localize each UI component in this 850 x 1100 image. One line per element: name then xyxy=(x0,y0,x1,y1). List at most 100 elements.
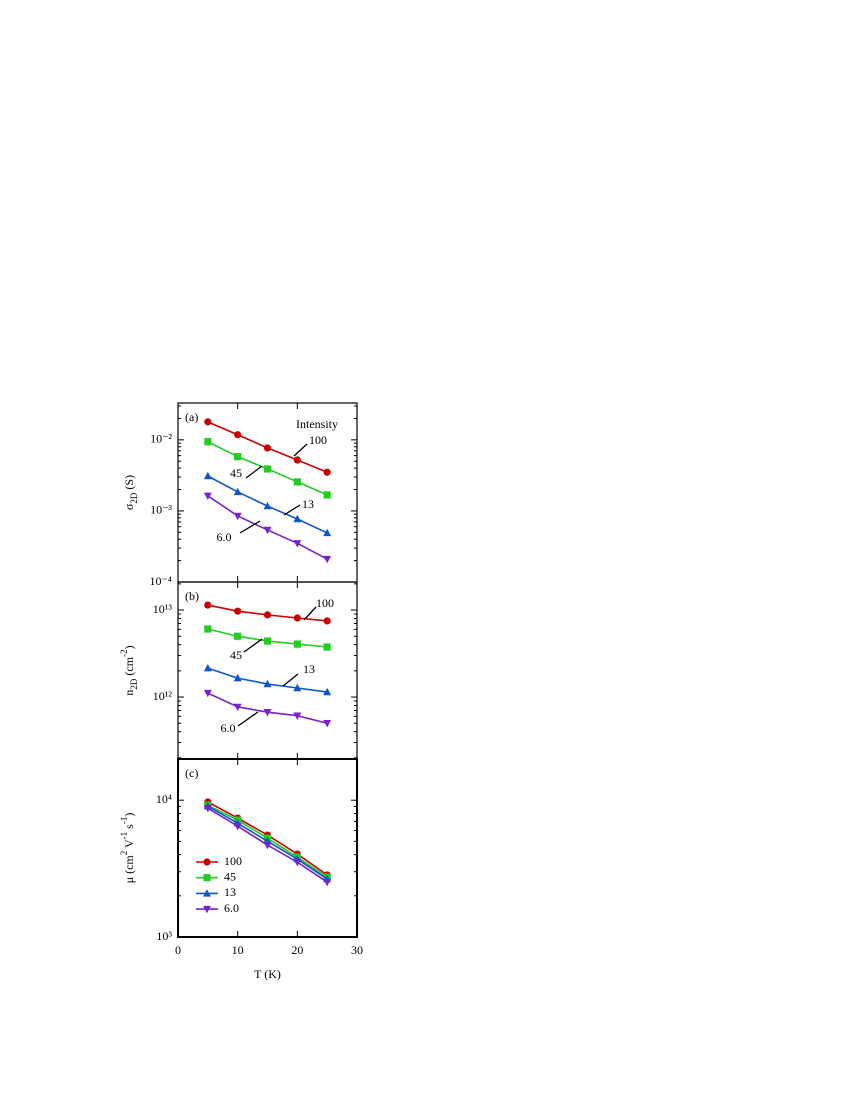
annotation-leader xyxy=(243,638,263,653)
marker xyxy=(233,487,242,496)
series-label: 100 xyxy=(316,596,334,610)
marker xyxy=(323,617,331,625)
marker xyxy=(323,491,331,499)
plot-frame xyxy=(177,758,358,938)
marker xyxy=(323,687,332,696)
annotation-leader xyxy=(303,606,317,621)
marker xyxy=(293,478,301,486)
marker xyxy=(203,804,212,813)
y-label-part: ) xyxy=(122,813,136,817)
series-label: 100 xyxy=(309,433,327,447)
marker xyxy=(203,689,212,698)
y-tick-label: 10¹² xyxy=(153,689,173,703)
series-line xyxy=(207,692,328,725)
y-tick-label: 10³ xyxy=(156,929,172,943)
marker xyxy=(233,703,242,712)
y-label-part: -1 xyxy=(119,817,129,825)
annotation-leader xyxy=(283,504,301,516)
series-label: 6.0 xyxy=(217,530,232,544)
series-label: 13 xyxy=(302,497,314,511)
marker xyxy=(233,512,242,521)
marker xyxy=(263,679,272,688)
x-tick-label: 30 xyxy=(351,943,363,957)
marker xyxy=(204,438,212,446)
legend-marker xyxy=(203,889,211,897)
marker xyxy=(323,878,332,887)
annotation-leader xyxy=(293,443,308,457)
x-tick-label: 0 xyxy=(175,943,181,957)
marker xyxy=(263,526,272,535)
y-axis-label: μ (cm2 V-1 s-1) xyxy=(119,813,136,884)
marker xyxy=(323,528,332,537)
panel-label: (b) xyxy=(185,589,199,603)
marker xyxy=(204,601,212,609)
series-label: 13 xyxy=(303,662,315,676)
series-label: 45 xyxy=(230,648,242,662)
y-label-part: 2D xyxy=(129,678,139,690)
marker xyxy=(293,514,302,523)
marker xyxy=(234,431,242,439)
marker xyxy=(263,637,272,645)
marker xyxy=(293,614,301,622)
marker xyxy=(203,492,212,501)
y-tick-label: 10¹³ xyxy=(153,602,173,616)
marker xyxy=(203,663,212,672)
annotation-leader xyxy=(237,711,259,727)
panel-label: (a) xyxy=(185,410,198,424)
series-label: 45 xyxy=(230,466,242,480)
annotation-leader xyxy=(282,673,299,687)
y-label-part: μ (cm xyxy=(122,855,136,884)
marker xyxy=(293,712,302,720)
y-label-part: s xyxy=(122,824,136,832)
marker xyxy=(263,841,272,850)
annotation: Intensity xyxy=(296,417,338,431)
marker xyxy=(323,720,332,728)
y-tick-label: 10⁴ xyxy=(156,792,172,806)
marker xyxy=(263,444,272,452)
marker xyxy=(234,453,242,461)
marker xyxy=(293,859,302,867)
y-label-part: 2D xyxy=(129,492,139,504)
y-tick-label: 10⁻³ xyxy=(150,503,172,517)
marker xyxy=(323,643,331,651)
marker xyxy=(263,465,272,473)
y-label-part: (cm xyxy=(122,656,136,678)
legend-label: 45 xyxy=(224,869,236,883)
marker xyxy=(323,468,331,476)
marker xyxy=(293,683,302,692)
legend-marker xyxy=(203,874,211,882)
marker xyxy=(293,640,301,648)
marker xyxy=(323,555,332,564)
marker xyxy=(233,673,242,682)
y-label-part: n xyxy=(122,690,136,696)
panel-label: (c) xyxy=(185,766,198,780)
y-axis-label: σ2D (S) xyxy=(122,475,139,510)
marker xyxy=(203,471,212,480)
marker xyxy=(293,456,301,464)
marker xyxy=(204,625,212,633)
y-label-part: -2 xyxy=(119,649,129,657)
marker xyxy=(263,708,272,717)
x-axis-label: T (K) xyxy=(254,967,281,981)
x-tick-label: 20 xyxy=(291,943,303,957)
y-label-part: V xyxy=(122,839,136,851)
legend-marker xyxy=(203,858,211,866)
legend-label: 100 xyxy=(224,854,242,868)
x-tick-label: 10 xyxy=(232,943,244,957)
marker xyxy=(293,540,302,548)
y-label-part: ) xyxy=(122,645,136,649)
legend-label: 13 xyxy=(224,885,236,899)
legend-marker xyxy=(203,905,211,914)
series-label: 6.0 xyxy=(221,721,236,735)
y-label-part: σ xyxy=(122,503,136,510)
legend-label: 6.0 xyxy=(224,901,239,915)
y-tick-label: 10⁻⁴ xyxy=(149,574,172,588)
annotation-leader xyxy=(239,520,261,534)
marker xyxy=(234,632,242,640)
marker xyxy=(233,822,242,831)
annotation-leader xyxy=(245,465,263,479)
y-tick-label: 10⁻² xyxy=(150,432,172,446)
marker xyxy=(204,418,212,426)
